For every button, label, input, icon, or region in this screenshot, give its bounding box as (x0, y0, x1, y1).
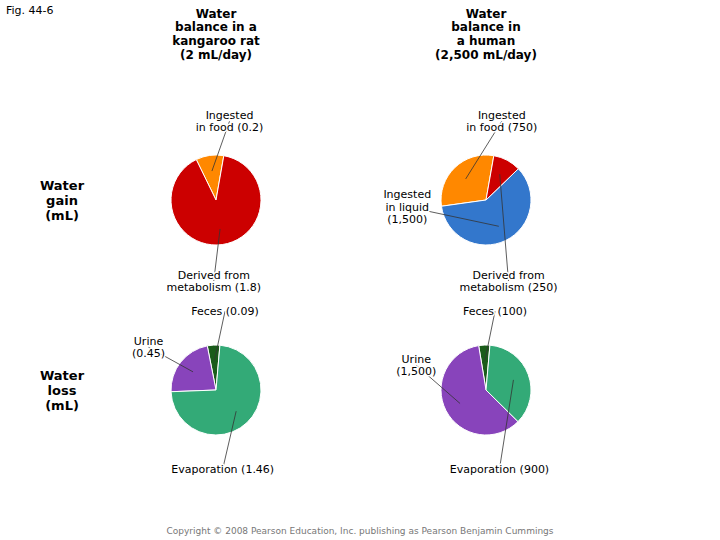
slice-label: Ingestedin food (0.2) (196, 109, 263, 135)
pie-slice (441, 169, 531, 245)
slice-label: Derived frommetabolism (1.8) (167, 269, 261, 295)
slice-label: Evaporation (1.46) (171, 463, 274, 476)
slice-label: Derived frommetabolism (250) (460, 269, 558, 295)
row-label: Waterloss(mL) (40, 368, 85, 413)
row-label: Watergain(mL) (40, 178, 85, 223)
leader-line (223, 411, 236, 469)
pie-panel: Ingestedin food (0.2) Derived frommetabol… (167, 109, 264, 294)
slice-label: Urine(0.45) (132, 335, 165, 361)
figure-label: Fig. 44-6 (6, 4, 54, 17)
pie-panel: Feces (100) Urine(1,500) Evaporation (900) (396, 305, 549, 476)
pie-panel: Ingestedin food (750) Ingestedin liquid(1… (383, 109, 557, 294)
chart: Ingestedin food (0.2) Derived frommetabol… (0, 0, 720, 540)
pie-slice (171, 156, 261, 245)
pie-slice (486, 156, 518, 200)
copyright: Copyright © 2008 Pearson Education, Inc.… (166, 526, 553, 536)
slice-label: Feces (0.09) (191, 305, 259, 318)
leader-line (500, 380, 514, 469)
pie-slice (171, 345, 261, 435)
pie-slice (171, 346, 216, 392)
column-title: Waterbalance in akangaroo rat(2 mL/day) (172, 7, 260, 62)
pie-panel: Feces (0.09) Urine(0.45) Evaporation (1.46… (132, 305, 274, 476)
leader-line (214, 311, 225, 361)
slice-label: Urine(1,500) (396, 353, 436, 379)
slice-label: Feces (100) (463, 305, 527, 318)
leader-line (500, 174, 509, 281)
slice-label: Ingestedin liquid(1,500) (383, 188, 431, 226)
slice-label: Evaporation (900) (450, 463, 549, 476)
slice-label: Ingestedin food (750) (466, 109, 537, 135)
leader-line (485, 311, 495, 361)
column-title: Waterbalance ina human(2,500 mL/day) (435, 7, 537, 62)
